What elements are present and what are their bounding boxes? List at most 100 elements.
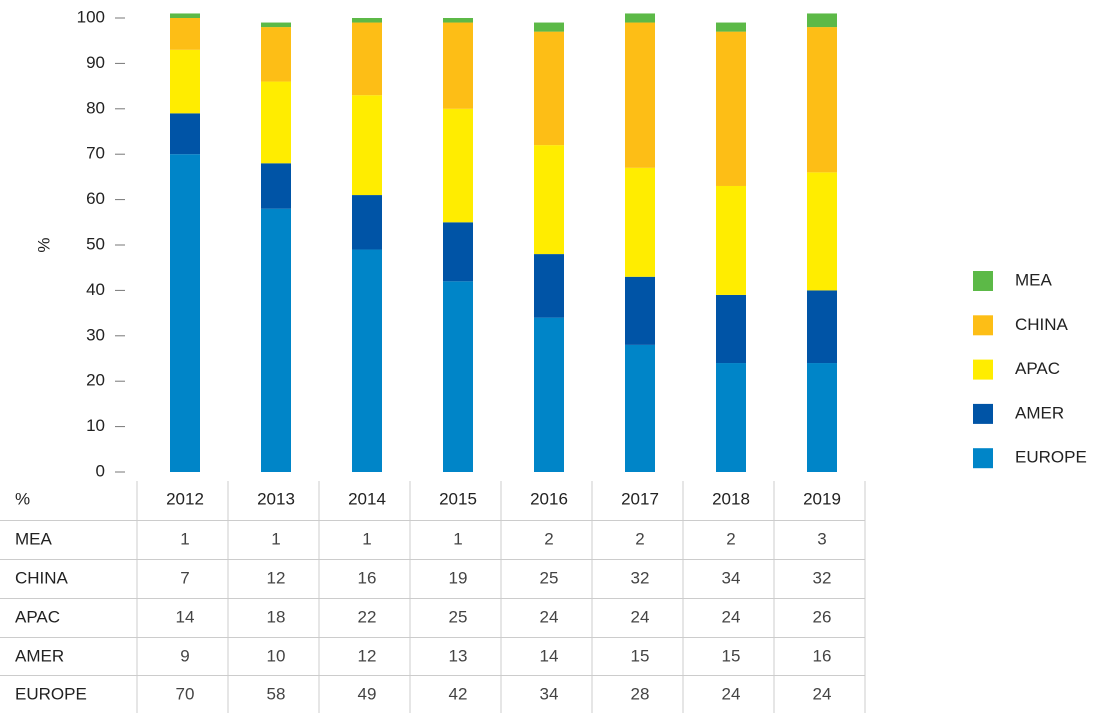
bar-segment xyxy=(352,18,382,23)
bar-segment xyxy=(443,222,473,282)
table-cell: 42 xyxy=(449,684,468,703)
table-cell: 22 xyxy=(358,607,377,626)
y-tick-label: 90 xyxy=(86,53,105,72)
y-tick-label: 100 xyxy=(77,7,105,26)
bar-segment xyxy=(807,363,837,472)
x-tick-label: 2017 xyxy=(621,489,659,508)
table-cell: 1 xyxy=(362,529,371,548)
bar-segment xyxy=(716,294,746,364)
table-cell: 1 xyxy=(453,529,462,548)
bar-segment xyxy=(261,208,291,472)
legend-label: APAC xyxy=(1015,359,1060,378)
bar-segment xyxy=(261,81,291,164)
legend-swatch xyxy=(973,448,993,469)
table-cell: 1 xyxy=(180,529,189,548)
x-tick-label: 2014 xyxy=(348,489,386,508)
table-cell: 2 xyxy=(544,529,553,548)
bar-segment xyxy=(625,167,655,277)
y-tick-label: 40 xyxy=(86,280,105,299)
table-cell: 34 xyxy=(722,568,741,587)
y-tick-label: 30 xyxy=(86,325,105,344)
bar-segment xyxy=(534,31,564,146)
table-cell: 12 xyxy=(358,646,377,665)
table-cell: 16 xyxy=(813,646,832,665)
bar-segment xyxy=(807,13,837,28)
legend-swatch xyxy=(973,403,993,424)
table-cell: 2 xyxy=(726,529,735,548)
legend-label: CHINA xyxy=(1015,315,1069,334)
bar-segment xyxy=(352,22,382,96)
legend-label: EUROPE xyxy=(1015,448,1087,467)
table-cell: 15 xyxy=(722,646,741,665)
bar-segment xyxy=(534,317,564,472)
bar-segment xyxy=(807,27,837,173)
y-tick-label: 80 xyxy=(86,98,105,117)
bar-segment xyxy=(716,31,746,186)
y-tick-label: 10 xyxy=(86,416,105,435)
bar-segment xyxy=(261,163,291,209)
x-tick-label: 2019 xyxy=(803,489,841,508)
table-cell: 24 xyxy=(722,684,741,703)
table-cell: 58 xyxy=(267,684,286,703)
bar-segment xyxy=(261,27,291,82)
bar-segment xyxy=(170,49,200,114)
bar-segment xyxy=(807,290,837,364)
legend-swatch xyxy=(973,271,993,291)
bar-segment xyxy=(625,276,655,345)
bar-segment xyxy=(807,172,837,291)
table-cell: 9 xyxy=(180,646,189,665)
bar-segment xyxy=(170,18,200,50)
table-cell: 16 xyxy=(358,568,377,587)
table-row-label: APAC xyxy=(15,607,60,626)
bar-segment xyxy=(534,145,564,255)
bar-segment xyxy=(443,108,473,223)
bar-segment xyxy=(170,113,200,155)
table-cell: 10 xyxy=(267,646,286,665)
table-cell: 25 xyxy=(449,607,468,626)
table-cell: 49 xyxy=(358,684,377,703)
x-tick-label: 2016 xyxy=(530,489,568,508)
table-cell: 24 xyxy=(631,607,650,626)
y-tick-label: 60 xyxy=(86,189,105,208)
x-tick-label: 2012 xyxy=(166,489,204,508)
table-row-label: CHINA xyxy=(15,568,69,587)
table-cell: 28 xyxy=(631,684,650,703)
bar-segment xyxy=(443,281,473,472)
table-cell: 32 xyxy=(813,568,832,587)
bar-segment xyxy=(625,344,655,472)
table-cell: 18 xyxy=(267,607,286,626)
y-tick-label: 70 xyxy=(86,144,105,163)
table-cell: 26 xyxy=(813,607,832,626)
table-corner-label: % xyxy=(15,489,30,508)
bar-segment xyxy=(170,13,200,18)
x-tick-label: 2018 xyxy=(712,489,750,508)
table-cell: 7 xyxy=(180,568,189,587)
bar-segment xyxy=(443,22,473,109)
bar-segment xyxy=(716,363,746,472)
y-tick-label: 0 xyxy=(96,461,105,480)
table-row-label: MEA xyxy=(15,529,53,548)
bar-segment xyxy=(352,195,382,250)
bar-segment xyxy=(352,95,382,196)
table-cell: 24 xyxy=(813,684,832,703)
legend-swatch xyxy=(973,359,993,380)
legend-swatch xyxy=(973,315,993,336)
table-cell: 19 xyxy=(449,568,468,587)
table-cell: 14 xyxy=(176,607,195,626)
table-cell: 12 xyxy=(267,568,286,587)
legend-label: AMER xyxy=(1015,403,1064,422)
table-cell: 24 xyxy=(540,607,559,626)
table-cell: 70 xyxy=(176,684,195,703)
bar-segment xyxy=(534,254,564,318)
table-cell: 32 xyxy=(631,568,650,587)
bar-segment xyxy=(625,22,655,168)
legend-label: MEA xyxy=(1015,270,1053,289)
table-cell: 34 xyxy=(540,684,559,703)
table-row-label: EUROPE xyxy=(15,684,87,703)
bar-segment xyxy=(716,22,746,32)
table-cell: 25 xyxy=(540,568,559,587)
bar-segment xyxy=(443,18,473,23)
bar-segment xyxy=(352,249,382,472)
bar-segment xyxy=(534,22,564,32)
